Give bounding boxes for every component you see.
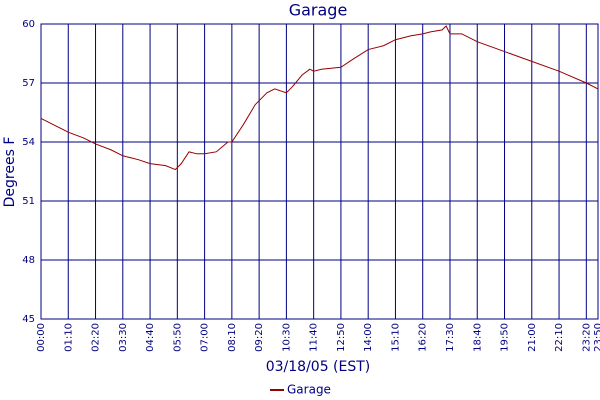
y-tick-label: 60 [22,19,35,30]
x-tick-label: 17:30 [445,323,456,352]
chart-title: Garage [289,1,348,20]
x-tick-label: 02:20 [91,323,102,352]
x-tick-label: 19:50 [500,323,511,352]
y-tick-label: 45 [22,314,35,325]
legend-label: Garage [287,383,331,397]
y-axis-label: Degrees F [2,137,18,208]
x-tick-label: 07:00 [200,323,211,352]
x-tick-label: 15:10 [390,323,401,352]
x-tick-label: 11:40 [309,323,320,352]
y-tick-label: 54 [22,137,35,148]
x-tick-label: 10:30 [281,323,292,352]
x-tick-label: 03:30 [118,323,129,352]
x-tick-label: 23:50 [593,323,600,352]
y-tick-label: 57 [22,78,35,89]
x-tick-label: 12:50 [336,323,347,352]
x-tick-label: 09:20 [254,323,265,352]
y-tick-label: 48 [22,255,35,266]
x-tick-label: 18:40 [472,323,483,352]
x-tick-label: 01:10 [63,323,74,352]
x-tick-label: 04:40 [145,323,156,352]
x-tick-label: 21:00 [527,323,538,352]
plot-area [40,23,599,320]
x-tick-label: 23:20 [581,323,592,352]
y-tick-label: 51 [22,196,35,207]
x-tick-label: 05:50 [172,323,183,352]
x-tick-label: 00:00 [36,323,47,352]
data-line [40,25,599,171]
x-tick-label: 08:10 [227,323,238,352]
x-tick-label: 22:10 [554,323,565,352]
x-tick-label: 16:20 [418,323,429,352]
x-axis-label: 03/18/05 (EST) [266,359,371,375]
x-tick-label: 14:00 [363,323,374,352]
